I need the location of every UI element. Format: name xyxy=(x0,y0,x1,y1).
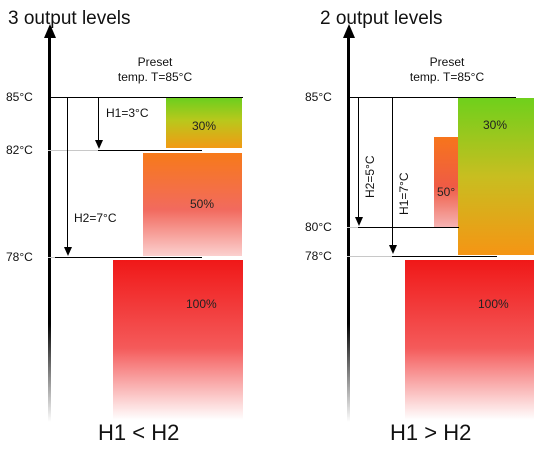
left-h1-arrow xyxy=(98,98,99,140)
left-h2-arrow xyxy=(67,98,68,247)
right-line-78 xyxy=(392,256,497,257)
left-level-50-label: 50% xyxy=(190,197,215,211)
left-diagram: 3 output levels Preset temp. T=85°C 85°C… xyxy=(6,8,243,445)
left-line-82 xyxy=(98,150,202,151)
right-temp-80: 80°C xyxy=(305,220,332,234)
left-preset-label: Preset temp. T=85°C xyxy=(100,55,210,85)
left-temperature-axis xyxy=(48,30,51,422)
left-level-100-block xyxy=(113,260,243,420)
left-h1-arrow-head-icon xyxy=(94,140,103,149)
left-level-30-block xyxy=(166,98,242,148)
left-preset-line2: temp. T=85°C xyxy=(117,70,193,84)
right-axis-arrow-icon xyxy=(342,24,355,38)
right-level-30-block xyxy=(458,98,534,255)
left-h1-label: H1=3°C xyxy=(106,106,149,120)
right-level-50-label: 50° xyxy=(437,185,456,199)
right-preset-line2: temp. T=85°C xyxy=(409,70,485,84)
right-preset-label: Preset temp. T=85°C xyxy=(392,55,502,85)
right-diagram: 2 output levels Preset temp. T=85°C 85°C… xyxy=(267,0,534,457)
left-h2-arrow-head-icon xyxy=(63,247,72,256)
right-line-80 xyxy=(358,227,459,228)
left-temp-85: 85°C xyxy=(6,90,33,104)
right-line-85 xyxy=(347,97,516,98)
right-h2-arrow-head-icon xyxy=(354,217,363,226)
left-level-100-label: 100% xyxy=(186,297,217,311)
left-axis-arrow-icon xyxy=(43,24,56,38)
left-temp-82: 82°C xyxy=(6,143,33,157)
right-h2-label: H2=5°C xyxy=(363,155,377,199)
left-caption: H1 < H2 xyxy=(98,420,180,445)
right-h1-label: H1=7°C xyxy=(397,172,411,216)
right-grid-78 xyxy=(347,256,392,257)
right-level-100-block xyxy=(405,260,534,420)
left-grid-78 xyxy=(48,257,55,258)
right-temp-85: 85°C xyxy=(305,90,332,104)
left-level-30-label: 30% xyxy=(192,119,217,133)
right-level-100-label: 100% xyxy=(478,297,509,311)
right-temp-78: 78°C xyxy=(305,249,332,263)
left-line-78 xyxy=(55,257,202,258)
left-h2-label: H2=7°C xyxy=(74,211,117,225)
right-level-30-label: 30% xyxy=(483,118,508,132)
left-preset-line1: Preset xyxy=(137,55,173,69)
right-caption: H1 > H2 xyxy=(390,420,472,445)
right-h1-arrow xyxy=(392,98,393,245)
left-title: 3 output levels xyxy=(8,8,131,29)
left-temp-78: 78°C xyxy=(6,250,33,264)
left-level-50-block xyxy=(143,153,242,256)
right-h2-arrow xyxy=(358,98,359,217)
right-grid-80 xyxy=(347,227,358,228)
right-h1-arrow-head-icon xyxy=(388,245,397,254)
left-line-85 xyxy=(48,97,243,98)
right-preset-line1: Preset xyxy=(429,55,465,69)
left-grid-82 xyxy=(48,150,98,151)
right-title: 2 output levels xyxy=(320,8,443,29)
right-temperature-axis xyxy=(347,30,350,422)
